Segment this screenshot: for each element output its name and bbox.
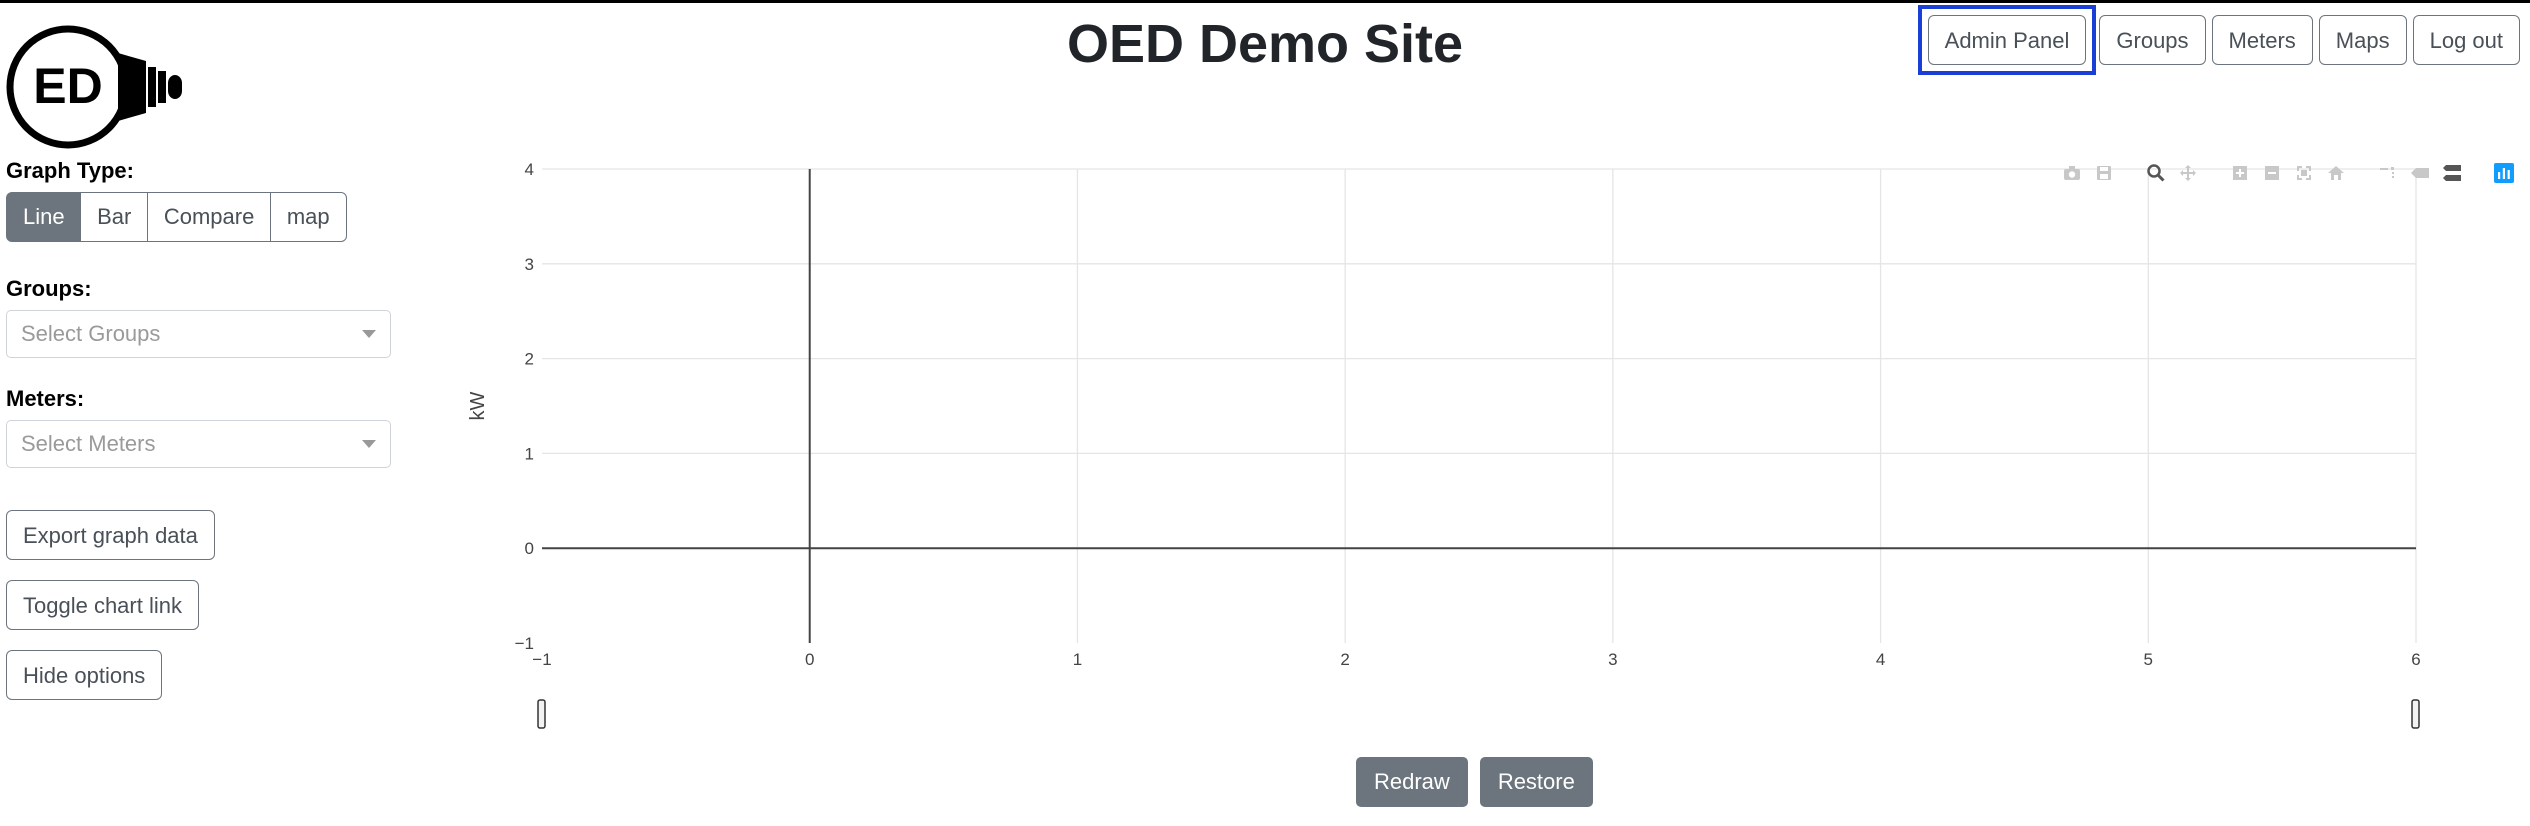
graph-type-compare[interactable]: Compare — [146, 192, 272, 242]
admin-panel-button[interactable]: Admin Panel — [1927, 15, 2087, 65]
save-icon[interactable] — [2094, 163, 2114, 183]
zoom-icon[interactable] — [2146, 163, 2166, 183]
meters-label: Meters: — [6, 386, 85, 411]
camera-icon[interactable] — [2062, 163, 2082, 183]
x-tick-label: 2 — [1340, 650, 1349, 669]
options-sidebar: Graph Type: Line Bar Compare map Groups:… — [6, 158, 396, 720]
y-tick-label: 4 — [525, 160, 534, 179]
x-tick-label: 3 — [1608, 650, 1617, 669]
graph-type-label: Graph Type: — [6, 158, 134, 183]
zoom-out-icon[interactable] — [2262, 163, 2282, 183]
admin-panel-highlight: Admin Panel — [1917, 5, 2097, 75]
graph-type-line[interactable]: Line — [6, 192, 82, 242]
logo-text: ED — [33, 58, 102, 114]
maps-nav-button[interactable]: Maps — [2318, 15, 2407, 65]
groups-nav-button[interactable]: Groups — [2099, 15, 2206, 65]
toggle-chart-link-button[interactable]: Toggle chart link — [6, 580, 199, 630]
hover-closest-icon[interactable] — [2410, 163, 2430, 183]
graph-type-bar[interactable]: Bar — [80, 192, 149, 242]
oed-logo: ED — [6, 25, 182, 149]
chart-actions: Redraw Restore — [1356, 757, 1593, 807]
spike-lines-icon[interactable] — [2378, 163, 2398, 183]
groups-placeholder: Select Groups — [21, 321, 161, 346]
x-tick-label: 6 — [2411, 650, 2420, 669]
y-tick-label: −1 — [515, 634, 534, 653]
chevron-down-icon — [362, 330, 376, 338]
y-tick-label: 1 — [525, 444, 534, 463]
groups-select[interactable]: Select Groups — [6, 310, 391, 358]
graph-type-group: Line Bar Compare map — [6, 192, 396, 242]
x-tick-label: 5 — [2144, 650, 2153, 669]
pan-icon[interactable] — [2178, 163, 2198, 183]
meters-nav-button[interactable]: Meters — [2211, 15, 2313, 65]
range-slider-handle-right — [2411, 699, 2420, 729]
range-slider-handle-left — [537, 699, 546, 729]
plotly-logo-icon[interactable] — [2494, 163, 2514, 183]
hover-compare-icon[interactable] — [2442, 163, 2462, 183]
meters-placeholder: Select Meters — [21, 431, 156, 456]
groups-label: Groups: — [6, 276, 92, 301]
zoom-in-icon[interactable] — [2230, 163, 2250, 183]
export-graph-data-button[interactable]: Export graph data — [6, 510, 215, 560]
y-tick-label: 3 — [525, 255, 534, 274]
top-nav: Admin Panel Groups Meters Maps Log out — [1917, 5, 2520, 75]
x-tick-label: 1 — [1073, 650, 1082, 669]
redraw-button[interactable]: Redraw — [1356, 757, 1468, 807]
restore-button[interactable]: Restore — [1479, 757, 1593, 807]
x-tick-label: 0 — [805, 650, 814, 669]
meters-select[interactable]: Select Meters — [6, 420, 391, 468]
y-tick-label: 0 — [525, 539, 534, 558]
graph-type-map[interactable]: map — [269, 192, 347, 242]
chart-svg[interactable]: −1 0 1 2 3 4 5 6 −1 0 1 2 3 4 kW — [460, 153, 2520, 743]
home-icon[interactable] — [2326, 163, 2346, 183]
x-tick-label: 4 — [1876, 650, 1885, 669]
page-title: OED Demo Site — [1066, 14, 1464, 74]
logout-button[interactable]: Log out — [2412, 15, 2520, 65]
hide-options-button[interactable]: Hide options — [6, 650, 163, 700]
plotly-modebar — [2062, 163, 2514, 183]
x-tick-label: −1 — [532, 650, 551, 669]
y-tick-label: 2 — [525, 350, 534, 369]
y-axis-label: kW — [467, 391, 489, 420]
line-chart[interactable]: −1 0 1 2 3 4 5 6 −1 0 1 2 3 4 kW — [460, 153, 2520, 743]
chevron-down-icon — [362, 440, 376, 448]
autoscale-icon[interactable] — [2294, 163, 2314, 183]
